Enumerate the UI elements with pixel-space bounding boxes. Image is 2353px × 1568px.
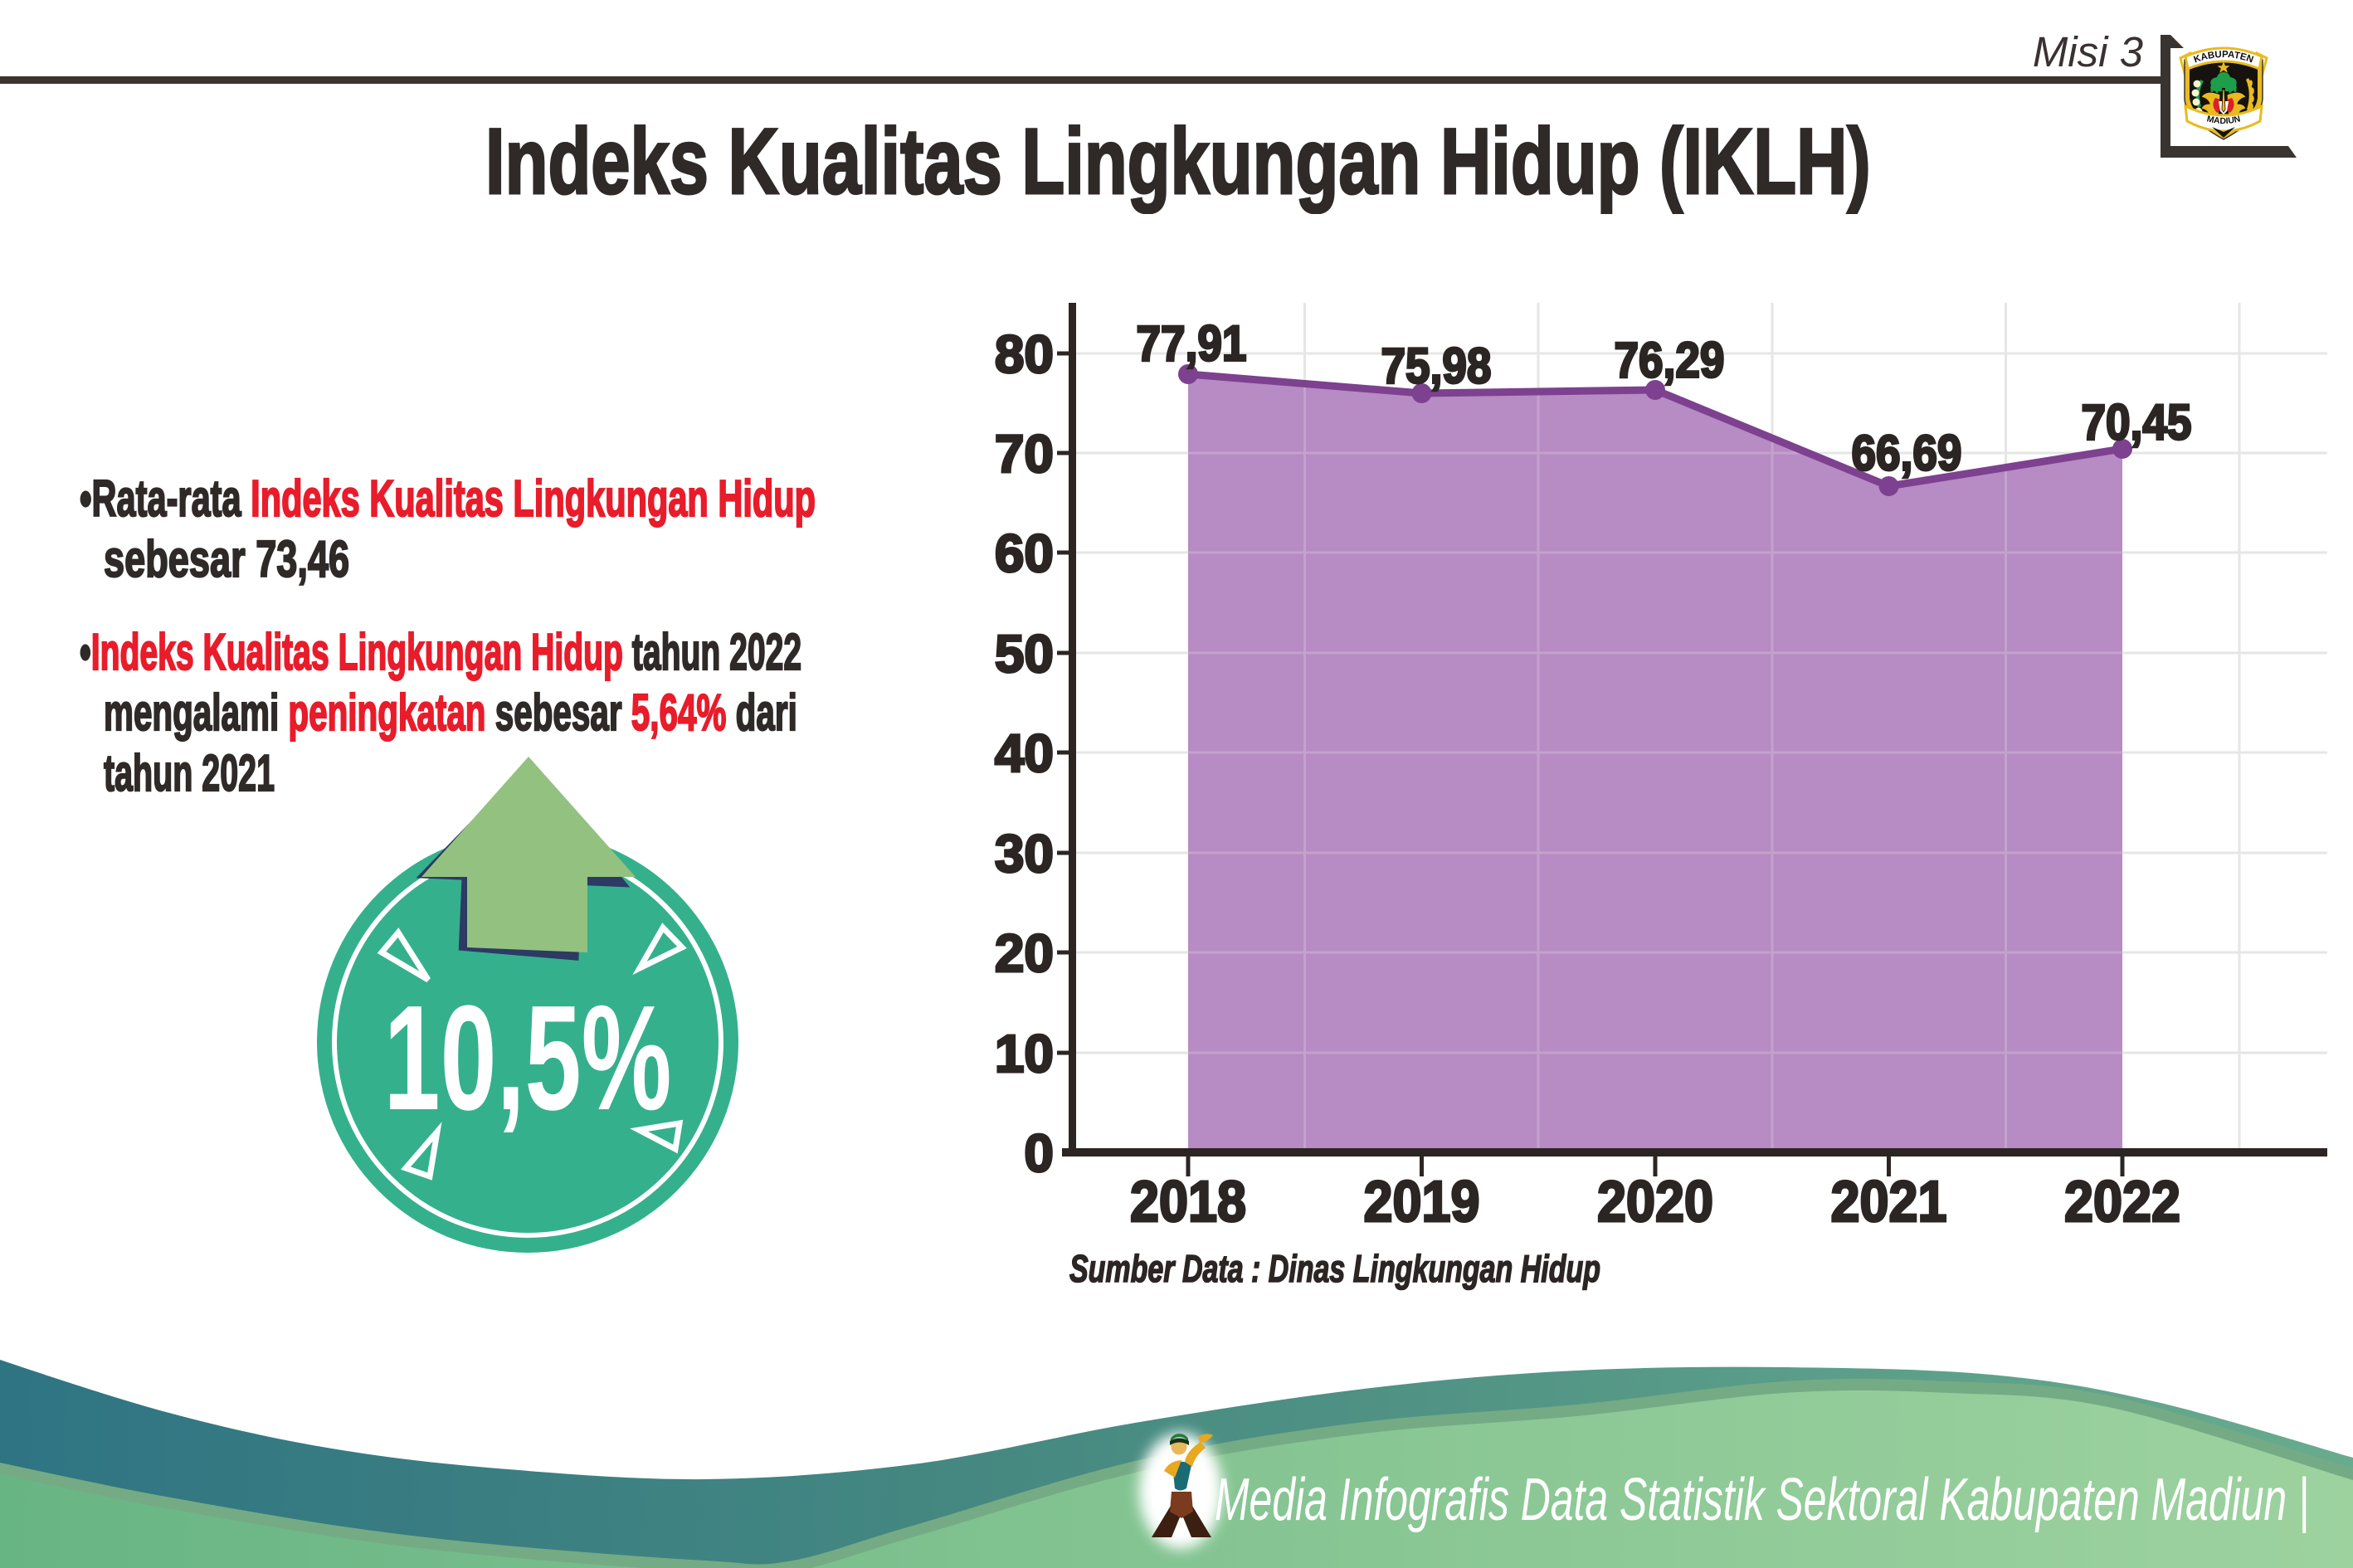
svg-text:0: 0 xyxy=(1024,1123,1054,1183)
svg-text:50: 50 xyxy=(995,624,1054,684)
svg-text:2020: 2020 xyxy=(1597,1169,1713,1234)
svg-text:KABUPATEN: KABUPATEN xyxy=(2193,50,2255,66)
svg-text:30: 30 xyxy=(995,824,1054,884)
svg-text:2022: 2022 xyxy=(2064,1169,2180,1234)
svg-text:MADIUN: MADIUN xyxy=(2206,114,2242,126)
svg-text:77,91: 77,91 xyxy=(1137,316,1247,372)
svg-text:70,45: 70,45 xyxy=(2082,395,2192,450)
svg-text:40: 40 xyxy=(995,723,1054,783)
svg-text:Media Infografis Data Statisti: Media Infografis Data Statistik Sektoral… xyxy=(1215,1467,2309,1533)
svg-text:60: 60 xyxy=(995,523,1054,583)
svg-text:76,29: 76,29 xyxy=(1615,333,1725,388)
svg-text:66,69: 66,69 xyxy=(1852,426,1962,481)
svg-text:2019: 2019 xyxy=(1364,1169,1480,1234)
svg-text:10: 10 xyxy=(995,1024,1054,1083)
svg-text:2021: 2021 xyxy=(1831,1169,1947,1234)
svg-text:20: 20 xyxy=(995,923,1054,983)
svg-text:Sumber Data : Dinas Lingkungan: Sumber Data : Dinas Lingkungan Hidup xyxy=(1069,1247,1600,1290)
svg-text:2018: 2018 xyxy=(1130,1169,1246,1234)
svg-text:10,5%: 10,5% xyxy=(384,975,672,1142)
svg-text:75,98: 75,98 xyxy=(1381,338,1492,394)
svg-text:70: 70 xyxy=(995,424,1054,484)
svg-text:80: 80 xyxy=(995,324,1054,384)
